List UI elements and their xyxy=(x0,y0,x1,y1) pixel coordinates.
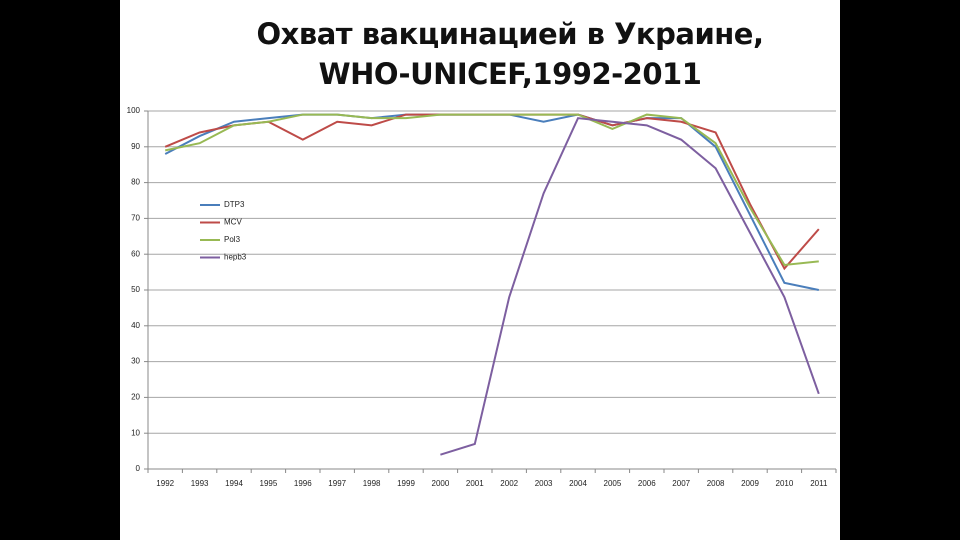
x-tick-label: 1992 xyxy=(156,479,174,488)
y-tick-label: 50 xyxy=(131,285,140,294)
x-tick-label: 1994 xyxy=(225,479,243,488)
series-line xyxy=(164,113,820,271)
series-line xyxy=(164,113,820,291)
series-line xyxy=(440,117,820,456)
x-tick-label: 2008 xyxy=(707,479,725,488)
y-tick-label: 70 xyxy=(131,214,140,223)
x-tick-label: 1999 xyxy=(397,479,415,488)
legend-label: hepb3 xyxy=(224,253,247,262)
x-tick-label: 2002 xyxy=(500,479,518,488)
x-tick-label: 2011 xyxy=(810,479,828,488)
y-tick-label: 40 xyxy=(131,321,140,330)
x-tick-label: 2000 xyxy=(432,479,450,488)
slide xyxy=(120,0,840,540)
series-line xyxy=(164,113,819,267)
x-tick-label: 1997 xyxy=(328,479,346,488)
y-tick-label: 60 xyxy=(131,249,140,258)
x-tick-label: 1993 xyxy=(191,479,209,488)
x-tick-label: 1996 xyxy=(294,479,312,488)
x-tick-label: 2006 xyxy=(638,479,656,488)
y-tick-label: 10 xyxy=(131,428,140,437)
x-tick-label: 2004 xyxy=(569,479,587,488)
x-tick-label: 2003 xyxy=(535,479,553,488)
y-tick-label: 100 xyxy=(127,106,141,115)
y-tick-label: 20 xyxy=(131,393,140,402)
x-tick-label: 2009 xyxy=(741,479,759,488)
y-tick-label: 30 xyxy=(131,357,140,366)
legend-label: DTP3 xyxy=(224,200,245,209)
x-tick-label: 1998 xyxy=(363,479,381,488)
legend-label: MCV xyxy=(224,218,242,227)
x-tick-label: 2010 xyxy=(776,479,794,488)
chart-title: Охват вакцинацией в Украине, WHO-UNICEF,… xyxy=(256,17,764,91)
legend-label: Pol3 xyxy=(224,235,241,244)
x-tick-label: 1995 xyxy=(260,479,278,488)
x-tick-label: 2005 xyxy=(604,479,622,488)
y-tick-label: 90 xyxy=(131,142,140,151)
x-tick-label: 2001 xyxy=(466,479,484,488)
y-tick-label: 0 xyxy=(136,464,141,473)
x-tick-label: 2007 xyxy=(672,479,690,488)
y-tick-label: 80 xyxy=(131,178,140,187)
